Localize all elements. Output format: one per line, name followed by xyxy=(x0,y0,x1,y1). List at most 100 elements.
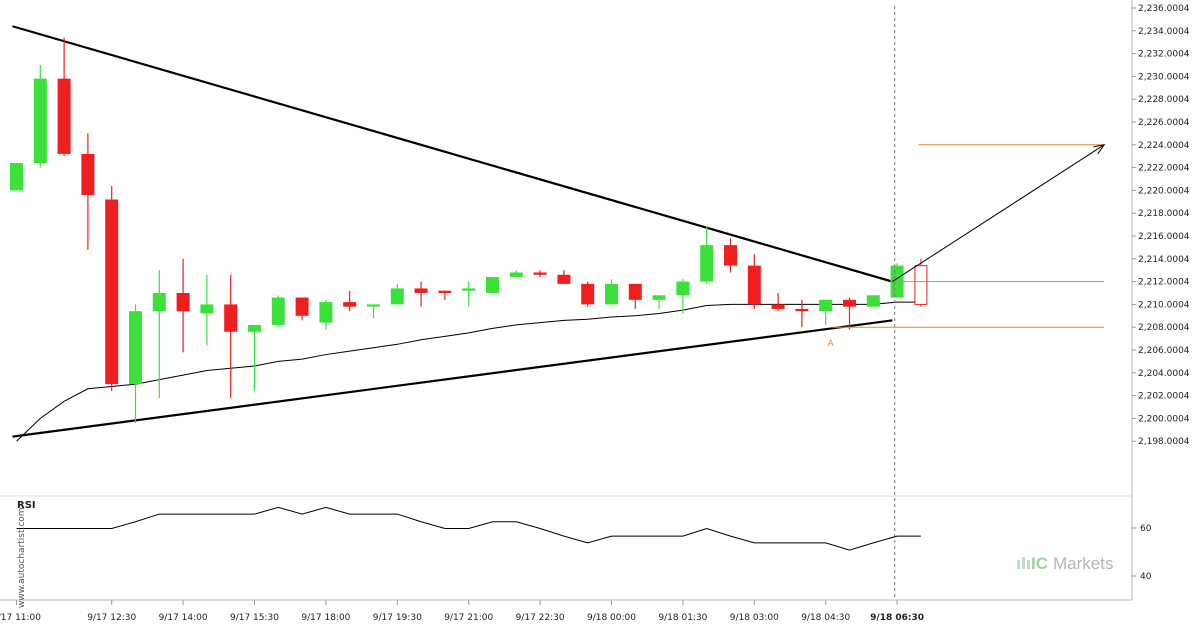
price-tick-label: 2,236.0004 xyxy=(1138,4,1190,14)
time-tick-label: 9/18 04:30 xyxy=(801,613,850,623)
candle-body xyxy=(390,288,404,305)
candle-body xyxy=(129,311,142,385)
candle-body xyxy=(343,302,357,307)
candle xyxy=(462,281,476,307)
candle xyxy=(367,304,380,319)
candle xyxy=(533,270,547,278)
candle xyxy=(819,299,833,325)
support-trendline xyxy=(12,319,893,438)
price-levels: A xyxy=(827,6,1106,600)
time-tick-label: 9/17 15:30 xyxy=(230,613,279,623)
rsi-line xyxy=(16,506,921,551)
candle xyxy=(914,258,928,307)
candle-body xyxy=(914,265,928,305)
rsi-tick-label: 60 xyxy=(1140,524,1152,534)
candle xyxy=(486,277,499,294)
price-tick-label: 2,212.0004 xyxy=(1138,278,1190,288)
candle xyxy=(747,254,761,309)
candle-body xyxy=(295,297,309,316)
projection-arrow xyxy=(892,144,1105,283)
candle xyxy=(10,163,23,191)
price-tick-label: 2,224.0004 xyxy=(1138,141,1190,151)
brand-prefix: IC xyxy=(1031,554,1048,573)
candle xyxy=(509,270,523,278)
time-tick-label: 9/17 22:30 xyxy=(516,613,565,623)
time-tick-label: 9/17 18:00 xyxy=(301,613,350,623)
price-tick-label: 2,222.0004 xyxy=(1138,164,1190,174)
brand-logo: IC Markets xyxy=(1017,554,1113,573)
candle xyxy=(248,324,261,392)
rsi-tick-label: 40 xyxy=(1140,572,1152,582)
candle xyxy=(843,297,856,330)
price-tick-label: 2,232.0004 xyxy=(1138,50,1190,60)
candle-body xyxy=(248,324,261,332)
candle-body xyxy=(224,304,238,332)
candle xyxy=(129,304,142,423)
candle xyxy=(390,283,404,305)
candle-body xyxy=(700,245,714,282)
watermark: www.autochartist.com xyxy=(17,507,27,608)
candle xyxy=(438,290,452,300)
projection-arrow-head xyxy=(1093,144,1106,155)
candle-body xyxy=(795,308,809,312)
time-tick-label: 9/18 01:30 xyxy=(658,613,707,623)
candle-body xyxy=(509,272,523,278)
candle-body xyxy=(486,277,499,294)
price-tick-label: 2,228.0004 xyxy=(1138,95,1190,105)
candle xyxy=(652,295,666,309)
candle-body xyxy=(866,295,880,307)
candle xyxy=(724,238,737,273)
candle xyxy=(295,297,309,321)
point-label-a: A xyxy=(827,339,834,349)
price-tick-label: 2,218.0004 xyxy=(1138,209,1190,219)
price-tick-label: 2,208.0004 xyxy=(1138,323,1190,333)
price-axis: 2,236.0004 2,234.0004 2,232.0004 2,230.0004… xyxy=(1131,0,1190,600)
price-tick-label: 2,214.0004 xyxy=(1138,255,1190,265)
time-tick-label: 9/18 03:00 xyxy=(730,613,779,623)
price-tick-label: 2,226.0004 xyxy=(1138,118,1190,128)
candle xyxy=(271,295,285,328)
candle xyxy=(57,37,71,157)
time-axis: 9/17 11:00 9/17 12:30 9/17 14:00 9/17 15:30… xyxy=(0,599,1132,623)
candle-body xyxy=(819,299,833,312)
time-tick-label: 9/17 12:30 xyxy=(87,613,136,623)
candle-body xyxy=(676,281,690,296)
candle xyxy=(676,279,690,314)
price-tick-label: 2,210.0004 xyxy=(1138,300,1190,310)
candle-body xyxy=(81,153,95,195)
candle-body xyxy=(605,283,618,305)
candle xyxy=(319,299,333,330)
candle-body xyxy=(10,163,23,191)
price-tick-label: 2,216.0004 xyxy=(1138,232,1190,242)
candle xyxy=(33,65,47,168)
candle-body xyxy=(57,78,71,154)
candle xyxy=(795,299,809,328)
candle-body xyxy=(200,304,214,314)
candle-body xyxy=(581,283,595,305)
time-tick-label: 9/17 21:00 xyxy=(444,613,493,623)
candle-body xyxy=(652,295,666,300)
candle-body xyxy=(628,283,642,300)
candle-body xyxy=(438,290,452,294)
price-tick-label: 2,206.0004 xyxy=(1138,346,1190,356)
time-tick-label: 9/18 06:30 xyxy=(870,613,924,623)
time-tick-label: 9/17 19:30 xyxy=(373,613,422,623)
candles xyxy=(10,37,928,423)
moving-average-line xyxy=(16,301,921,442)
price-tick-label: 2,204.0004 xyxy=(1138,369,1190,379)
candle-body xyxy=(152,293,166,312)
candle-body xyxy=(462,288,476,291)
candle xyxy=(581,281,595,307)
candle-body xyxy=(319,302,333,323)
candle xyxy=(105,185,119,392)
candle xyxy=(771,293,785,312)
candle xyxy=(890,263,904,298)
rsi-title: RSI xyxy=(17,500,36,511)
candle-body xyxy=(843,299,856,307)
candle-body xyxy=(367,304,380,307)
time-tick-label: 9/17 11:00 xyxy=(0,613,41,623)
candle xyxy=(343,290,357,312)
candle xyxy=(176,258,190,353)
candle xyxy=(81,133,95,250)
